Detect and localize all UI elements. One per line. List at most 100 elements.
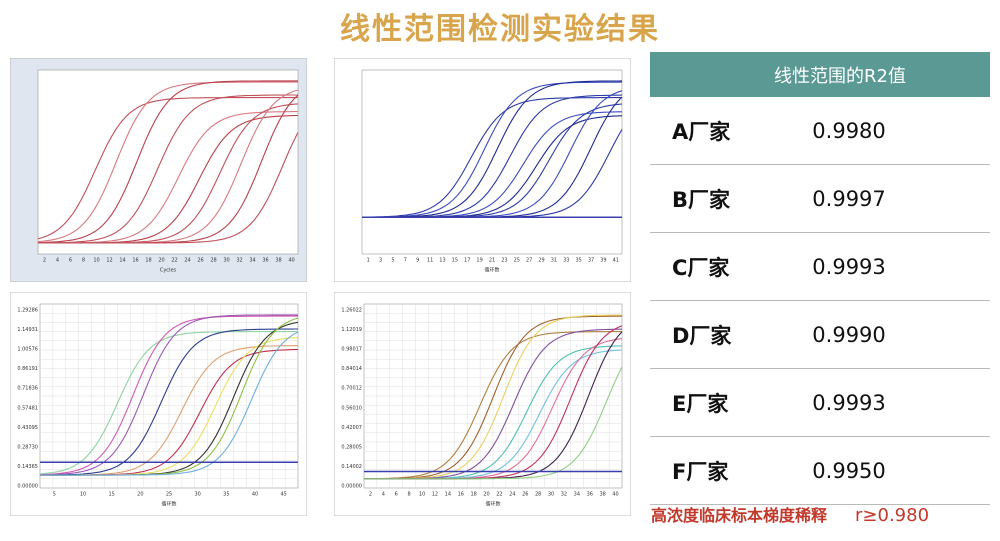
y-tick-label: 1.14931 [17,327,38,333]
footnote: 高浓度临床标本梯度稀释 r≥0.980 [651,502,929,526]
x-tick-label: 4 [56,258,59,264]
x-tick-label: 24 [509,492,515,498]
cell: C厂家 [672,255,730,280]
x-tick-label: 30 [194,492,200,498]
cell: A厂家 [672,119,731,144]
y-tick-label: 1.12019 [341,327,362,333]
x-tick-label: 26 [522,492,528,498]
cell: D厂家 [672,323,732,348]
x-tick-label: 10 [419,492,425,498]
x-tick-label: 32 [561,492,567,498]
x-tick-label: 19 [476,258,482,264]
y-tick-label: 0.84014 [341,366,362,372]
x-tick-label: 12 [432,492,438,498]
y-tick-label: 1.29286 [17,308,38,314]
y-tick-label: 0.86191 [17,366,38,372]
table-row: E厂家 0.9993 [650,369,990,437]
x-tick-label: 27 [526,258,532,264]
x-tick-label: 5 [391,258,394,264]
x-tick-label: 22 [171,258,177,264]
table-row: C厂家 0.9993 [650,233,990,301]
x-tick-label: 1 [367,258,370,264]
y-tick-label: 0.00000 [341,484,362,490]
y-tick-label: 0.98017 [341,347,362,353]
x-tick-label: 8 [82,258,85,264]
x-tick-label: 35 [223,492,229,498]
cell: E厂家 [672,391,729,416]
table-row: B厂家 0.9997 [650,165,990,233]
x-tick-label: 32 [236,258,242,264]
amplification-curve [39,315,298,476]
plot: 2 4 6 8 10 12 14 16 18 20 22 24 26 28 30 32 34 36 38 40Cycl… [10,58,307,282]
y-tick-label: 0.43095 [17,425,38,431]
y-tick-label: 0.57481 [17,405,38,411]
x-tick-label: 2 [43,258,46,264]
cell: F厂家 [672,459,729,484]
x-tick-label: 28 [210,258,216,264]
x-axis-label: 循环数 [485,501,500,508]
x-axis-label: 循环数 [484,267,499,274]
x-tick-label: 20 [158,258,164,264]
x-tick-label: 31 [551,258,557,264]
amplification-curve [37,94,298,244]
table-row: D厂家 0.9990 [650,301,990,369]
x-tick-label: 3 [379,258,382,264]
cell: B厂家 [672,187,731,212]
footnote-text: 高浓度临床标本梯度稀释 [651,506,828,525]
x-tick-label: 25 [166,492,172,498]
amplification-curve [38,132,299,244]
table-header: 线性范围的R2值 [650,52,990,97]
y-tick-label: 0.70012 [341,386,362,392]
table: 线性范围的R2值 A厂家 0.9980 B厂家 0.9997 C厂家 0.9993 D厂家 0… [650,52,990,505]
plot-area [361,69,623,255]
x-tick-label: 6 [395,492,398,498]
x-tick-label: 14 [119,258,125,264]
x-tick-label: 24 [184,258,190,264]
plot: 5 10 15 20 25 30 35 40 45 1.29286 1.14931 1.00576 0.… [10,292,307,516]
x-tick-label: 37 [588,258,594,264]
x-tick-label: 21 [489,258,495,264]
x-tick-label: 30 [223,258,229,264]
amplification-curve [39,314,298,476]
x-tick-label: 18 [470,492,476,498]
x-tick-label: 33 [563,258,569,264]
x-axis-label: 循环数 [161,501,176,508]
amplification-curve [37,80,298,244]
y-tick-label: 0.14002 [341,464,362,470]
y-tick-label: 1.00576 [17,347,38,353]
x-tick-label: 28 [535,492,541,498]
y-tick-label: 0.00000 [17,484,38,490]
x-tick-label: 40 [252,492,258,498]
x-tick-label: 5 [53,492,56,498]
table-row: A厂家 0.9980 [650,97,990,165]
y-tick-label: 0.28005 [341,444,362,450]
x-tick-label: 16 [132,258,138,264]
x-tick-label: 34 [574,492,580,498]
criterion: r≥0.980 [855,505,930,526]
amplification-curve [40,331,299,476]
x-tick-label: 4 [382,492,385,498]
cell: 0.9993 [812,254,886,279]
x-tick-label: 45 [280,492,286,498]
x-axis-label: Cycles [160,268,177,274]
x-tick-label: 25 [514,258,520,264]
x-tick-label: 30 [548,492,554,498]
x-tick-label: 36 [587,492,593,498]
amplification-curve [40,328,298,476]
x-tick-label: 13 [439,258,445,264]
x-tick-label: 22 [496,492,502,498]
cell: 0.9993 [812,390,886,415]
amplification-curve [364,366,623,480]
x-tick-label: 23 [501,258,507,264]
x-tick-label: 10 [80,492,86,498]
plot: 2 4 6 8 10 12 14 16 18 20 22 24 26 28 30 32 34 36 38 401.26… [334,292,631,516]
x-tick-label: 20 [483,492,489,498]
x-tick-label: 38 [275,258,281,264]
y-tick-label: 0.56010 [341,405,362,411]
x-tick-label: 8 [408,492,411,498]
x-tick-label: 29 [538,258,544,264]
amplification-curve [361,97,622,218]
x-tick-label: 16 [458,492,464,498]
x-tick-label: 12 [106,258,112,264]
x-tick-label: 7 [404,258,407,264]
